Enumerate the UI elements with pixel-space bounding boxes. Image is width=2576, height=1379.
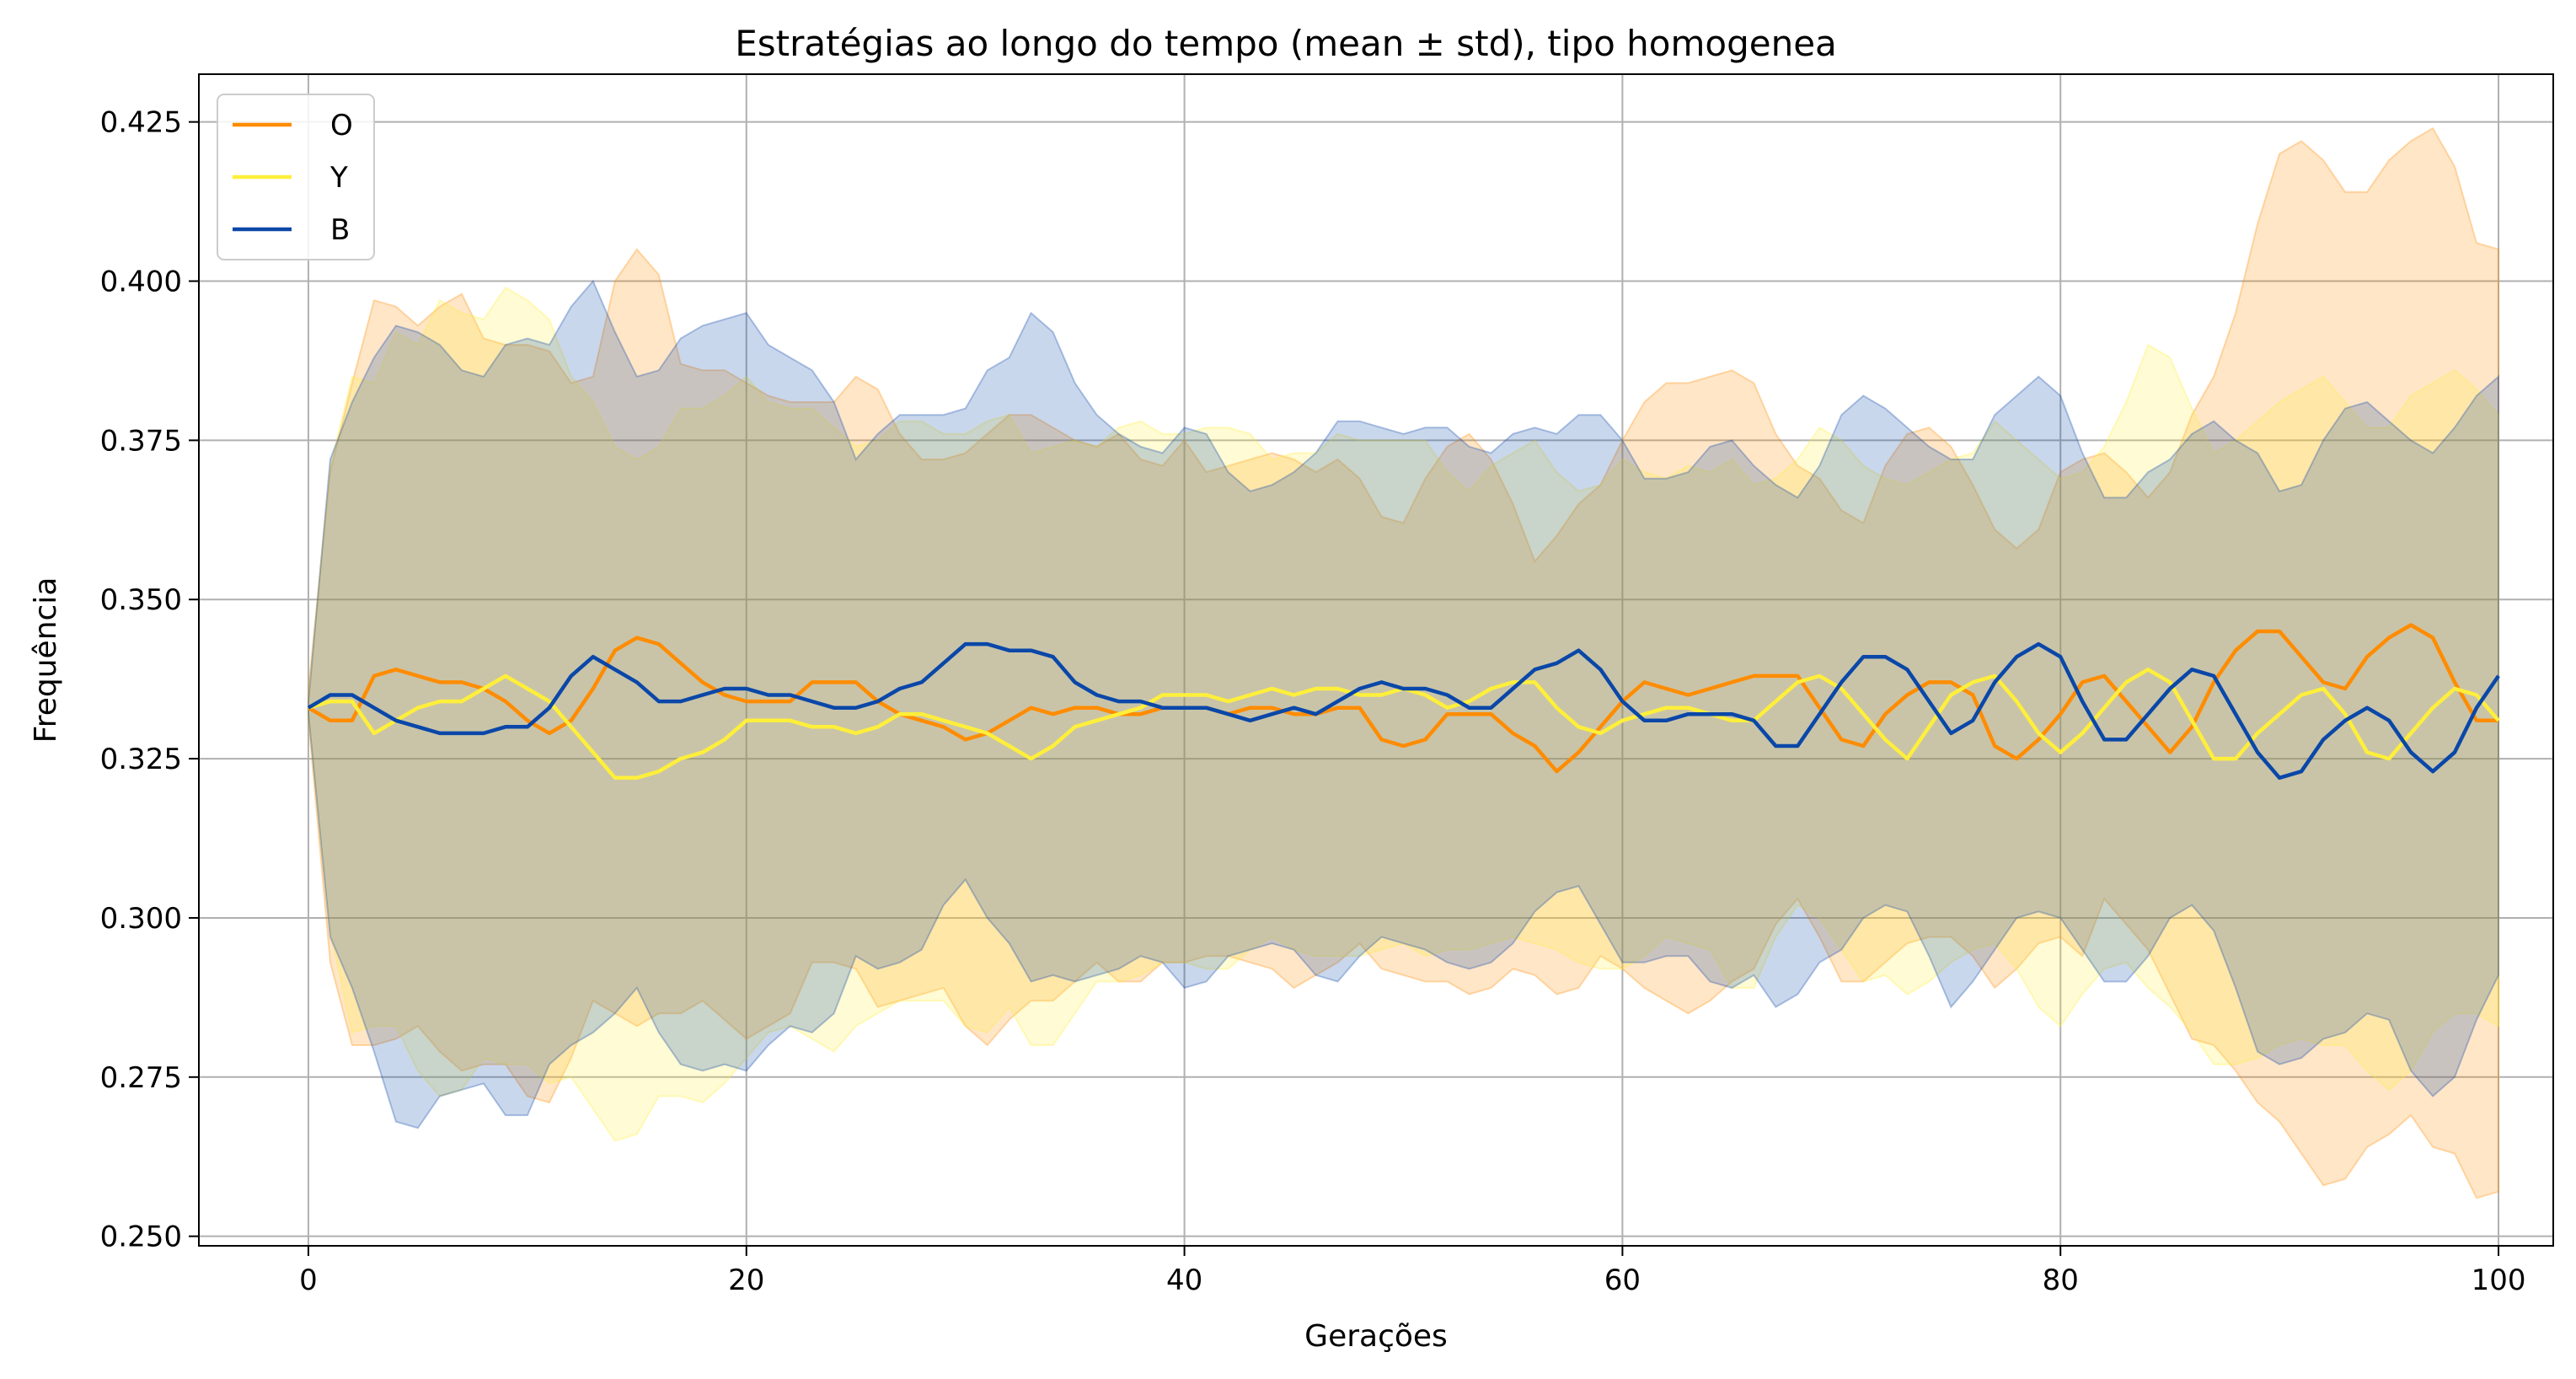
std-band-O bbox=[308, 126, 2499, 1199]
legend-label-Y: Y bbox=[329, 161, 348, 195]
legend: OYB bbox=[217, 94, 375, 260]
y-tick-label-3: 0.325 bbox=[100, 743, 182, 776]
x-tick-label-3: 60 bbox=[1604, 1264, 1641, 1297]
y-tick-label-2: 0.300 bbox=[100, 902, 182, 936]
y-tick-label-0: 0.250 bbox=[100, 1221, 182, 1254]
legend-label-B: B bbox=[330, 213, 350, 247]
x-tick-label-4: 80 bbox=[2043, 1264, 2079, 1297]
axis-ticks: 0 20 40 60 80 100 0.250 0.275 0.300 0.325 0.350 0.3… bbox=[100, 106, 2526, 1297]
y-axis-label: Frequência bbox=[29, 577, 63, 743]
x-tick-label-0: 0 bbox=[299, 1264, 318, 1297]
y-tick-label-7: 0.425 bbox=[100, 106, 182, 140]
x-tick-label-1: 20 bbox=[728, 1264, 764, 1297]
std-band-B bbox=[308, 279, 2499, 1129]
mean-line-B bbox=[307, 641, 2500, 781]
plot-frame bbox=[198, 73, 2554, 1247]
x-axis-label: Gerações bbox=[1304, 1319, 1448, 1354]
y-tick-label-6: 0.400 bbox=[100, 266, 182, 299]
mean-line-O bbox=[307, 623, 2498, 774]
y-tick-label-4: 0.350 bbox=[100, 583, 182, 617]
y-tick-label-1: 0.275 bbox=[100, 1061, 182, 1095]
x-tick-label-5: 100 bbox=[2472, 1264, 2526, 1297]
std-bands bbox=[308, 126, 2499, 1199]
legend-label-O: O bbox=[330, 109, 353, 142]
std-band-Y bbox=[308, 286, 2499, 1142]
grid bbox=[199, 74, 2553, 1246]
x-tick-label-2: 40 bbox=[1166, 1264, 1202, 1297]
y-tick-label-5: 0.375 bbox=[100, 424, 182, 458]
chart-title: Estratégias ao longo do tempo (mean ± st… bbox=[735, 23, 1837, 64]
legend-box bbox=[217, 94, 375, 260]
mean-lines bbox=[307, 623, 2500, 781]
